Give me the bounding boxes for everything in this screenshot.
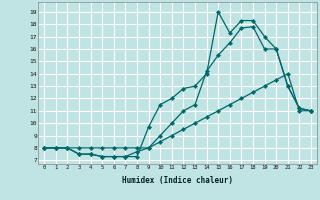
- X-axis label: Humidex (Indice chaleur): Humidex (Indice chaleur): [122, 176, 233, 185]
